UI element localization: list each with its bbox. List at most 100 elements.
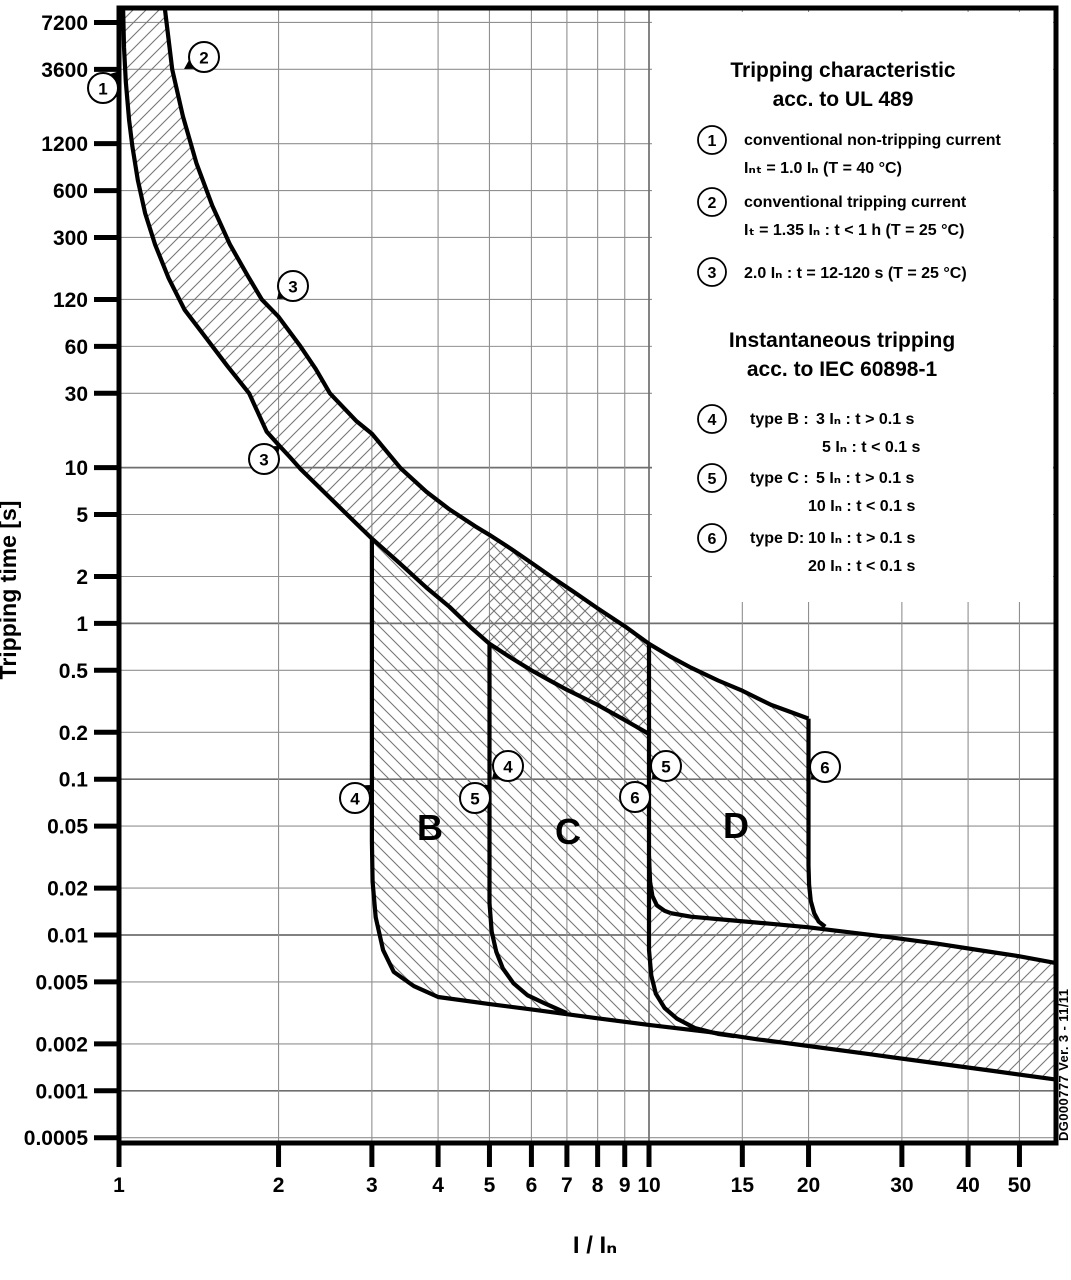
y-axis-title: Tripping time [s] [0, 501, 21, 680]
y-tick-label: 10 [65, 457, 88, 480]
legend: Tripping characteristic acc. to UL 489 1 co… [697, 59, 1002, 575]
iec60898-title-line2: acc. to IEC 60898-1 [747, 358, 938, 381]
hatch-region [649, 856, 1056, 1080]
marker-circle [619, 781, 651, 813]
x-tick-label: 7 [561, 1174, 573, 1197]
marker-circle [459, 782, 491, 814]
x-tick-label: 2 [273, 1174, 285, 1197]
region-label-B: B [417, 807, 443, 848]
marker-number: 3 [288, 278, 297, 297]
x-tick-label: 15 [731, 1174, 755, 1197]
x-tick-label: 30 [890, 1174, 913, 1197]
x-tick-label: 3 [366, 1174, 378, 1197]
y-tick-label: 0.005 [35, 971, 88, 994]
y-tick-label: 60 [65, 336, 88, 359]
y-tick-label: 2 [76, 566, 88, 589]
tripping-limit-curves [121, 7, 1057, 1082]
legend-number: 6 [708, 531, 717, 548]
legend-item-text: Iₙₜ = 1.0 Iₙ (T = 40 °C) [744, 160, 902, 177]
ul489-title-line2: acc. to UL 489 [773, 88, 914, 111]
marker-circle [248, 443, 280, 475]
legend-number: 5 [708, 471, 717, 488]
legend-number-circle [697, 404, 727, 434]
marker-circle [492, 750, 524, 782]
curve-instantaneous-5In [487, 643, 568, 1016]
legend-item-text: 3 Iₙ : t > 0.1 s [816, 411, 915, 428]
y-tick-label: 0.01 [47, 925, 88, 948]
y-tick-label: 30 [65, 383, 88, 406]
legend-item-text: 2.0 Iₙ : t = 12-120 s (T = 25 °C) [744, 265, 967, 282]
marker-circle [87, 72, 119, 104]
marker-number: 4 [503, 758, 513, 777]
marker-number: 3 [259, 451, 268, 470]
y-tick-label: 5 [76, 504, 88, 527]
marker-circle [650, 750, 682, 782]
x-tick-label: 8 [592, 1174, 604, 1197]
curve-instantaneous-20In [806, 718, 827, 929]
x-tick-label: 20 [797, 1174, 820, 1197]
marker-number: 2 [199, 49, 208, 68]
tolerance-band-hatching [123, 8, 1056, 1080]
legend-item-text: 10 Iₙ : t < 0.1 s [808, 498, 915, 515]
legend-item-text: 5 Iₙ : t < 0.1 s [822, 439, 921, 456]
y-tick-label: 0.2 [59, 722, 88, 745]
y-tick-label: 0.02 [47, 878, 88, 901]
y-tick-label: 0.05 [47, 816, 88, 839]
x-tick-label: 40 [956, 1174, 979, 1197]
curve-bend-10In-upper [646, 856, 672, 916]
curve-upper-thermal-limit [162, 7, 810, 721]
marker-number: 5 [661, 758, 670, 777]
marker-number: 5 [470, 790, 479, 809]
hatch-region [371, 534, 719, 1034]
legend-item-text: 20 Iₙ : t < 0.1 s [808, 558, 915, 575]
marker-circle [809, 751, 841, 783]
marker-number: 6 [630, 789, 639, 808]
marker-number: 1 [98, 80, 107, 99]
y-tick-label: 3600 [41, 59, 88, 82]
y-tick-label: 0.5 [59, 660, 89, 683]
y-tick-label: 300 [53, 227, 88, 250]
legend-item-text: type C : [750, 470, 809, 487]
legend-item-text: type D: [750, 530, 804, 547]
legend-number-circle [697, 187, 727, 217]
legend-number: 3 [708, 265, 717, 282]
x-tick-label: 1 [113, 1174, 125, 1197]
marker-circle [277, 270, 309, 302]
y-tick-label: 600 [53, 180, 88, 203]
legend-item-text: conventional non-tripping current [744, 132, 1002, 149]
y-tick-label: 0.002 [35, 1033, 88, 1056]
x-tick-label: 6 [526, 1174, 538, 1197]
marker-circle [188, 41, 220, 73]
region-label-D: D [723, 805, 749, 846]
y-tick-label: 1 [76, 613, 88, 636]
x-tick-label: 9 [619, 1174, 631, 1197]
legend-item-text: 10 Iₙ : t > 0.1 s [808, 530, 915, 547]
marker-number: 6 [820, 759, 829, 778]
x-tick-label: 50 [1008, 1174, 1031, 1197]
reference-markers: 1 2 3 3 4 4 5 5 6 6 [87, 41, 841, 814]
axis-titles: Tripping time [s] I / Iₙ DG000777 Ver. 3… [0, 501, 1071, 1259]
legend-item-text: Iₜ = 1.35 Iₙ : t < 1 h (T = 25 °C) [744, 222, 964, 239]
y-tick-label: 0.0005 [24, 1127, 89, 1150]
curve-instantaneous-3In-and-bottom-limit [369, 538, 1057, 1082]
y-tick-label: 1200 [41, 133, 88, 156]
ul489-title-line1: Tripping characteristic [730, 59, 956, 82]
legend-number-circle [697, 125, 727, 155]
legend-number-circle [697, 257, 727, 287]
x-tick-label: 4 [432, 1174, 444, 1197]
watermark: DG000777 Ver. 3 - 11/11 [1056, 989, 1071, 1141]
legend-number: 1 [708, 133, 717, 150]
legend-item-text: type B : [750, 411, 809, 428]
x-tick-label: 5 [484, 1174, 496, 1197]
legend-number-circle [697, 463, 727, 493]
y-tick-label: 7200 [41, 12, 88, 35]
legend-item-text: conventional tripping current [744, 194, 967, 211]
y-tick-label: 120 [53, 289, 88, 312]
marker-number: 4 [350, 790, 360, 809]
x-tick-label: 10 [637, 1174, 660, 1197]
legend-number: 2 [708, 195, 717, 212]
curve-lower-thermal-limit [121, 8, 651, 736]
marker-circle [339, 782, 371, 814]
